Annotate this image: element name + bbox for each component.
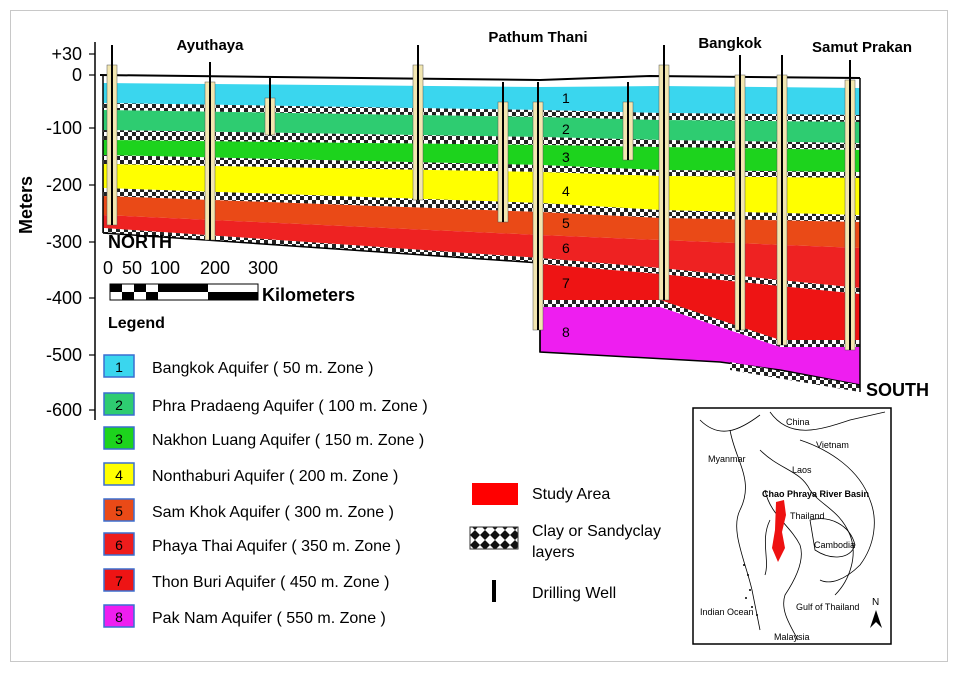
drilling-wells [106, 45, 856, 351]
layer-number-3: 3 [562, 149, 570, 165]
aquifer-layer-3 [103, 140, 860, 172]
place-label-pathum-thani: Pathum Thani [488, 29, 587, 46]
y-tick-label: 0 [72, 65, 82, 85]
clay-layer [103, 103, 860, 122]
y-tick-label: +30 [51, 44, 82, 64]
legend-label-1: Bangkok Aquifer ( 50 m. Zone ) [152, 360, 373, 377]
aquifer-layer-4 [103, 164, 860, 215]
legend-swatch-1 [103, 354, 135, 378]
map-label-gulf: Gulf of Thailand [796, 602, 859, 612]
legend-swatch-5 [103, 498, 135, 522]
map-label-indian-ocean: Indian Ocean [700, 607, 754, 617]
layer-number-1: 1 [562, 90, 570, 106]
north-arrow-icon [870, 610, 882, 628]
legend-label-3: Nakhon Luang Aquifer ( 150 m. Zone ) [152, 432, 424, 449]
well-swatch [492, 580, 496, 602]
map-label-thailand: Thailand [790, 511, 825, 521]
layer-number-2: 2 [562, 121, 570, 137]
scale-unit: Kilometers [262, 285, 355, 305]
legend-label-2: Phra Pradaeng Aquifer ( 100 m. Zone ) [152, 398, 428, 415]
legend-number-7: 7 [115, 573, 123, 589]
clay-layer [103, 155, 860, 178]
layer-number-5: 5 [562, 215, 570, 231]
study-area-on-map [772, 500, 786, 562]
clay-layer [103, 130, 860, 150]
inset-map: China Myanmar Vietnam Laos Chao Phraya R… [692, 407, 892, 645]
clay-layer [540, 300, 860, 347]
study-area-label: Study Area [532, 486, 610, 503]
legend-swatch-4 [103, 462, 135, 486]
scale-tick-200: 200 [200, 258, 230, 278]
clay-layer [730, 362, 860, 392]
legend-swatch-3 [103, 426, 135, 450]
scale-tick-0: 0 [103, 258, 113, 278]
layer-number-8: 8 [562, 324, 570, 340]
map-label-myanmar: Myanmar [708, 454, 746, 464]
direction-north: NORTH [108, 232, 172, 252]
legend-number-8: 8 [115, 609, 123, 625]
y-axis-label: Meters [16, 176, 36, 234]
well-label: Drilling Well [532, 585, 616, 602]
y-tick-label: -400 [46, 288, 82, 308]
place-label-bangkok: Bangkok [698, 35, 762, 52]
y-tick-label: -300 [46, 232, 82, 252]
layer-number-7: 7 [562, 275, 570, 291]
map-label-vietnam: Vietnam [816, 440, 849, 450]
map-label-cambodia: Cambodia [814, 540, 855, 550]
legend-number-1: 1 [115, 359, 123, 375]
y-tick-label: -500 [46, 345, 82, 365]
y-axis-ticks: +300 -100 -200 -300 -400 -500 -600 [46, 44, 95, 420]
scale-tick-50: 50 [122, 258, 142, 278]
map-label-china: China [786, 417, 810, 427]
legend-number-3: 3 [115, 431, 123, 447]
legend-swatch-8 [103, 604, 135, 628]
place-label-samut-prakan: Samut Prakan [812, 39, 912, 56]
y-tick-label: -100 [46, 118, 82, 138]
legend-number-6: 6 [115, 537, 123, 553]
clay-layer [103, 188, 860, 222]
inset-map-frame [692, 407, 892, 645]
legend-swatch-7 [103, 568, 135, 592]
legend-number-2: 2 [115, 397, 123, 413]
map-north-label: N [872, 597, 879, 608]
legend-aquifers: 1 Bangkok Aquifer ( 50 m. Zone ) 2 Phra Pra… [103, 354, 428, 628]
legend-label-4: Nonthaburi Aquifer ( 200 m. Zone ) [152, 468, 398, 485]
scale-tick-100: 100 [150, 258, 180, 278]
legend-extras: Study Area Clay or Sandyclay layers Dril… [469, 483, 661, 602]
map-label-basin: Chao Phraya River Basin [762, 489, 869, 499]
ground-surface-line [99, 74, 861, 82]
aquifer-layer-2 [103, 110, 860, 143]
legend-label-6: Phaya Thai Aquifer ( 350 m. Zone ) [152, 538, 401, 555]
direction-south: SOUTH [866, 380, 929, 400]
clay-label-line2: layers [532, 544, 575, 561]
legend-label-8: Pak Nam Aquifer ( 550 m. Zone ) [152, 610, 386, 627]
legend-swatch-6 [103, 532, 135, 556]
scale-bar: 0 50 100 200 300 Kilometers [103, 258, 355, 305]
legend-label-5: Sam Khok Aquifer ( 300 m. Zone ) [152, 504, 394, 521]
layer-number-6: 6 [562, 240, 570, 256]
place-label-ayuthaya: Ayuthaya [177, 37, 245, 54]
legend-title: Legend [108, 315, 165, 332]
y-tick-label: -200 [46, 175, 82, 195]
y-tick-label: -600 [46, 400, 82, 420]
legend-number-4: 4 [115, 467, 123, 483]
section-base-line [102, 232, 861, 386]
map-label-laos: Laos [792, 465, 812, 475]
aquifer-layer-5 [103, 196, 860, 248]
legend-label-7: Thon Buri Aquifer ( 450 m. Zone ) [152, 574, 389, 591]
scale-tick-300: 300 [248, 258, 278, 278]
aquifer-layer-1 [103, 83, 860, 115]
clay-swatch [469, 526, 519, 550]
map-label-malaysia: Malaysia [774, 632, 810, 642]
aquifer-layer-8 [540, 307, 860, 385]
study-area-swatch [472, 483, 518, 505]
legend-number-5: 5 [115, 503, 123, 519]
legend-swatch-2 [103, 392, 135, 416]
layer-number-4: 4 [562, 183, 570, 199]
cross-section: 1 2 3 4 5 6 7 8 [99, 45, 861, 392]
clay-label-line1: Clay or Sandyclay [532, 523, 661, 540]
